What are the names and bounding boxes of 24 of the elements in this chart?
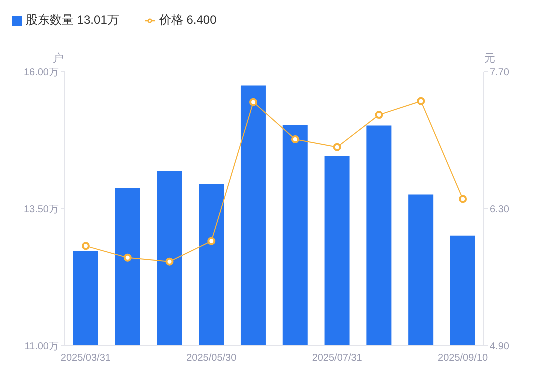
point: [459, 195, 468, 204]
point: [166, 258, 174, 266]
point: [124, 254, 132, 262]
y2-tick-label: 4.90: [490, 342, 510, 353]
x-tick-label: 2025/09/10: [438, 353, 489, 364]
point: [417, 97, 426, 106]
x-tick-label: 2025/05/30: [186, 353, 238, 364]
y-tick-label: 16.00万: [24, 68, 59, 79]
point: [333, 143, 342, 152]
legend-label: 价格 6.400: [159, 13, 217, 27]
y-tick-label: 11.00万: [24, 342, 59, 353]
x-tick-label: 2025/07/31: [312, 353, 363, 364]
point: [208, 237, 216, 246]
legend-label: 股东数量 13.01万: [26, 13, 120, 27]
point: [250, 98, 258, 106]
point: [82, 242, 90, 250]
y2-tick-label: 6.30: [490, 204, 510, 216]
y-tick-label: 13.50万: [24, 204, 59, 216]
y-axis-title: 户: [53, 52, 64, 65]
x-tick-label: 2025/03/31: [60, 353, 112, 364]
point: [291, 136, 300, 144]
y2-axis-title: 元: [484, 53, 496, 65]
point: [375, 111, 384, 120]
y2-tick-label: 7.70: [490, 68, 510, 79]
